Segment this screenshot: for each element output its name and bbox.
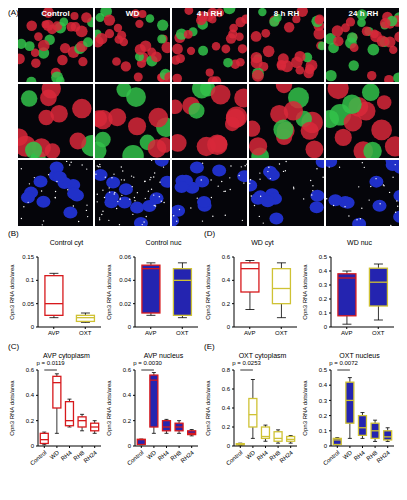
svg-text:0.2: 0.2	[222, 301, 231, 307]
svg-text:Control: Control	[225, 449, 244, 466]
svg-text:p = 0.0030: p = 0.0030	[133, 360, 162, 366]
html-text:8 h RH: 8 h RH	[273, 9, 300, 18]
svg-text:0.1: 0.1	[319, 310, 328, 316]
svg-text:Control: Control	[29, 449, 48, 466]
svg-text:0.4: 0.4	[222, 405, 231, 411]
svg-text:0.3: 0.3	[319, 282, 328, 288]
svg-text:RH24: RH24	[278, 449, 294, 464]
svg-text:0.05: 0.05	[22, 301, 34, 307]
svg-text:0.2: 0.2	[319, 296, 328, 302]
svg-text:0: 0	[324, 324, 328, 330]
svg-text:RH4: RH4	[157, 449, 171, 462]
html-text:4 h RH: 4 h RH	[196, 9, 223, 18]
html-text:OXT nucleus: OXT nucleus	[339, 352, 380, 359]
svg-text:Opn3 RNA dots/area: Opn3 RNA dots/area	[205, 264, 211, 320]
svg-text:WD: WD	[342, 449, 354, 460]
svg-text:0.1: 0.1	[26, 277, 35, 283]
html-text:(E): (E)	[204, 342, 215, 351]
svg-text:RH4: RH4	[353, 449, 367, 462]
svg-text:RH4: RH4	[256, 449, 270, 462]
svg-text:Opn3 RNA dots/area: Opn3 RNA dots/area	[9, 380, 15, 436]
html-text:WD: WD	[125, 9, 140, 18]
svg-text:0.1: 0.1	[319, 428, 328, 434]
svg-text:0.4: 0.4	[26, 392, 35, 398]
svg-text:AVP: AVP	[244, 330, 256, 336]
svg-text:0.4: 0.4	[222, 277, 231, 283]
svg-text:WD: WD	[245, 449, 257, 460]
svg-text:AVP: AVP	[48, 330, 60, 336]
svg-text:0.2: 0.2	[26, 418, 35, 424]
svg-text:AVP: AVP	[145, 330, 157, 336]
svg-text:0.2: 0.2	[319, 413, 328, 419]
svg-text:OXT: OXT	[79, 330, 92, 336]
html-text:Control nuc: Control nuc	[145, 239, 182, 246]
svg-text:Opn3 RNA dots/area: Opn3 RNA dots/area	[205, 380, 211, 436]
svg-text:OXT: OXT	[176, 330, 189, 336]
svg-text:WD: WD	[49, 449, 61, 460]
svg-text:0.5: 0.5	[319, 367, 328, 373]
svg-text:p = 0.0253: p = 0.0253	[232, 360, 261, 366]
svg-text:RH8: RH8	[72, 449, 86, 462]
svg-text:0.4: 0.4	[319, 382, 328, 388]
svg-text:RH8: RH8	[268, 449, 282, 462]
svg-text:RH8: RH8	[365, 449, 379, 462]
svg-text:Opn3 RNA dots/area: Opn3 RNA dots/area	[302, 380, 308, 436]
html-text:(C): (C)	[8, 342, 20, 351]
html-text:Control cyt: Control cyt	[49, 239, 84, 246]
html-text:WD nuc: WD nuc	[347, 239, 372, 246]
svg-text:0: 0	[227, 324, 231, 330]
html-text:WD cyt: WD cyt	[251, 239, 274, 246]
html-text:AVP cytoplasm: AVP cytoplasm	[43, 352, 90, 359]
svg-text:RH24: RH24	[82, 449, 98, 464]
svg-text:0.04: 0.04	[119, 277, 131, 283]
svg-text:0.5: 0.5	[319, 254, 328, 260]
svg-text:RH4: RH4	[60, 449, 74, 462]
svg-text:0: 0	[31, 443, 35, 449]
svg-text:OXT: OXT	[275, 330, 288, 336]
svg-text:p = 0.0119: p = 0.0119	[37, 360, 66, 366]
html-text:AVP nucleus: AVP nucleus	[143, 352, 184, 359]
svg-text:Opn3 RNA dots/area: Opn3 RNA dots/area	[106, 380, 112, 436]
svg-text:0: 0	[128, 443, 132, 449]
svg-text:0.8: 0.8	[222, 367, 231, 373]
svg-text:0.02: 0.02	[119, 301, 131, 307]
svg-text:0.6: 0.6	[26, 367, 35, 373]
svg-text:0: 0	[128, 324, 132, 330]
svg-text:RH8: RH8	[169, 449, 183, 462]
svg-text:0: 0	[227, 443, 231, 449]
svg-text:0.15: 0.15	[22, 254, 34, 260]
svg-text:WD: WD	[146, 449, 158, 460]
svg-text:0.6: 0.6	[222, 386, 231, 392]
html-text:(A): (A)	[8, 8, 19, 17]
svg-text:0.4: 0.4	[123, 392, 132, 398]
svg-text:Control: Control	[126, 449, 145, 466]
html-text:(B): (B)	[8, 229, 19, 238]
svg-text:Opn3 RNA dots/area: Opn3 RNA dots/area	[302, 264, 308, 320]
svg-text:0.06: 0.06	[119, 254, 131, 260]
svg-text:0: 0	[324, 443, 328, 449]
svg-text:0.4: 0.4	[319, 268, 328, 274]
svg-text:0.6: 0.6	[123, 367, 132, 373]
html-text:OXT cytoplasm: OXT cytoplasm	[238, 352, 287, 359]
svg-text:0.3: 0.3	[319, 398, 328, 404]
svg-text:RH24: RH24	[375, 449, 391, 464]
html-text:24 h RH: 24 h RH	[348, 9, 379, 18]
svg-text:Opn3 RNA dots/area: Opn3 RNA dots/area	[106, 264, 112, 320]
svg-text:RH24: RH24	[179, 449, 195, 464]
svg-text:AVP: AVP	[341, 330, 353, 336]
svg-text:p = 0.0072: p = 0.0072	[329, 360, 358, 366]
html-text:(D): (D)	[204, 229, 216, 238]
svg-text:Control: Control	[322, 449, 341, 466]
svg-text:OXT: OXT	[372, 330, 385, 336]
svg-text:0.6: 0.6	[222, 254, 231, 260]
svg-text:0.2: 0.2	[123, 418, 132, 424]
html-text:Control: Control	[41, 9, 70, 18]
svg-text:Opn3 RNA dots/area: Opn3 RNA dots/area	[9, 264, 15, 320]
svg-text:0.2: 0.2	[222, 424, 231, 430]
svg-text:0: 0	[31, 324, 35, 330]
